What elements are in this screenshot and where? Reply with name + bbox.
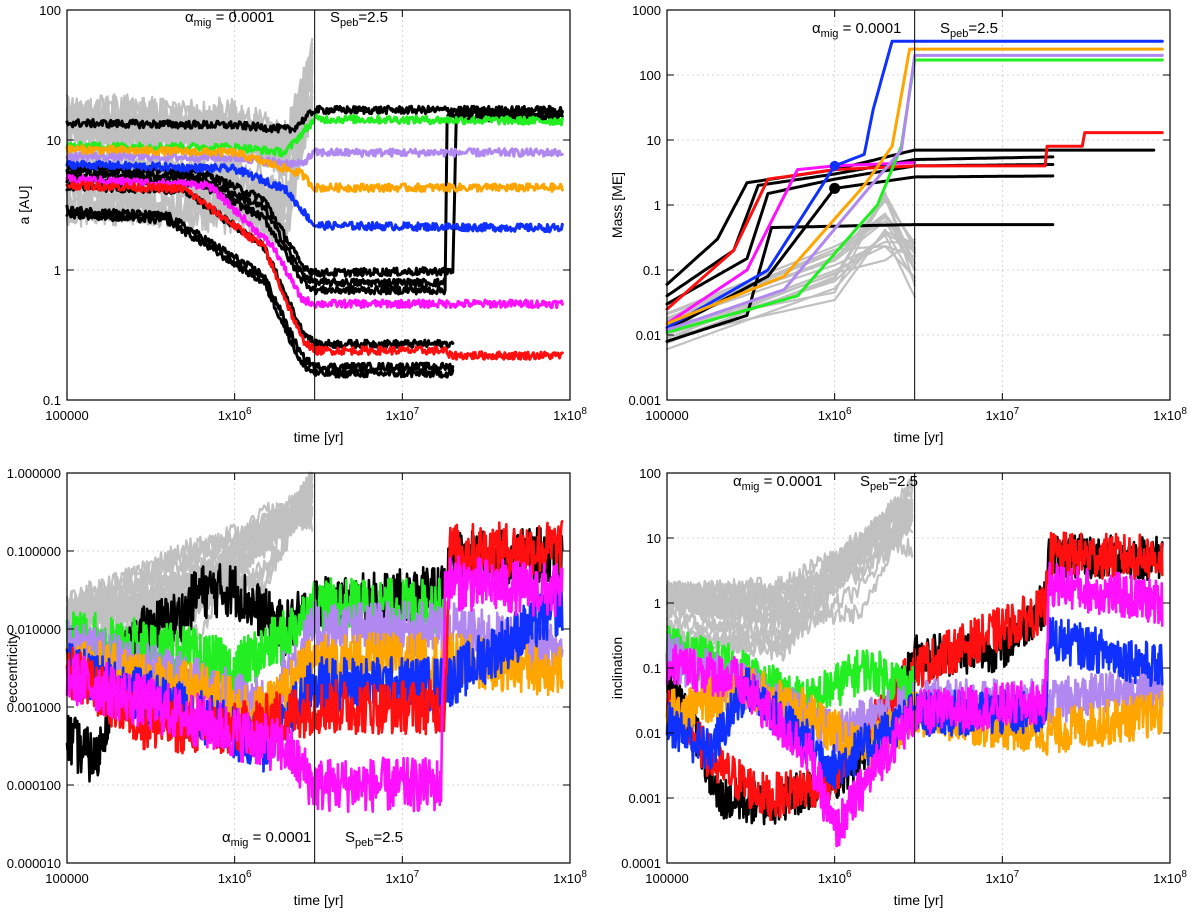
- gray-series-line: [65, 46, 314, 176]
- panel-mass-x-ticks: 100000 1x106 1x107 1x108: [645, 10, 1187, 423]
- y-tick-label: 100: [639, 68, 661, 83]
- y-tick-label: 0.01: [636, 726, 661, 741]
- gray-series-line: [665, 518, 914, 629]
- y-tick-label: 0.1: [643, 263, 661, 278]
- series-line-black: [65, 209, 455, 379]
- panel-inclination-speb-annotation: Speb=2.5: [860, 473, 918, 493]
- panel-inclination-xlabel: time [yr]: [894, 892, 944, 908]
- panel-inclination: 0.0001 0.001 0.01 0.1 1 10 100 100000 1x106 1x10…: [609, 466, 1187, 908]
- y-tick-label: 0.000010: [7, 856, 61, 871]
- y-tick-label: 0.010000: [7, 622, 61, 637]
- panel-mass-series: [665, 39, 1164, 343]
- series-line-red: [665, 131, 1164, 311]
- panel-eccentricity-y-ticks: 0.000010 0.000100 0.001000 0.010000 0.100000…: [7, 466, 570, 871]
- x-tick-label: 1x106: [818, 406, 852, 423]
- panel-eccentricity-x-ticks: 100000 1x106 1x107 1x108: [45, 473, 587, 886]
- series-line-black: [665, 148, 1156, 286]
- series-line-orange: [665, 47, 1164, 326]
- x-tick-label: 1x106: [818, 869, 852, 886]
- panel-mass-grid: [667, 10, 1170, 400]
- x-tick-label: 1x107: [985, 406, 1019, 423]
- panel-semimajor-xlabel: time [yr]: [294, 429, 344, 445]
- y-tick-label: 1: [654, 198, 661, 213]
- panel-inclination-ylabel: inclination: [609, 637, 625, 699]
- panel-inclination-gray-background-series: [665, 478, 914, 662]
- panel-eccentricity: 0.000010 0.000100 0.001000 0.010000 0.100000…: [4, 466, 587, 908]
- x-tick-label: 1x106: [218, 406, 252, 423]
- panel-semimajor-x-ticks: 100000 1x106 1x107 1x108: [45, 10, 587, 423]
- panel-semimajor-axis: 0.1 1 10 100 100000 1x106 1x107 1x108 time [yr…: [16, 3, 587, 445]
- x-tick-label: 100000: [45, 408, 88, 423]
- x-tick-label: 100000: [645, 408, 688, 423]
- y-tick-label: 1: [654, 596, 661, 611]
- y-tick-label: 0.001: [628, 393, 661, 408]
- x-tick-label: 1x108: [1153, 869, 1187, 886]
- panel-eccentricity-frame: [66, 472, 571, 864]
- x-tick-label: 100000: [645, 871, 688, 886]
- x-tick-label: 1x108: [1153, 406, 1187, 423]
- panel-semimajor-ylabel: a [AU]: [16, 186, 32, 225]
- panel-eccentricity-ylabel: eccentricity: [4, 633, 20, 703]
- y-tick-label: 0.1: [43, 393, 61, 408]
- series-line-magenta: [665, 161, 917, 326]
- y-tick-label: 1: [54, 263, 61, 278]
- gray-series-line: [665, 487, 914, 604]
- gray-series-line: [65, 489, 314, 613]
- y-tick-label: 0.01: [636, 328, 661, 343]
- y-tick-label: 1000: [632, 3, 661, 18]
- x-tick-label: 100000: [45, 871, 88, 886]
- x-tick-label: 1x106: [218, 869, 252, 886]
- y-tick-label: 0.1: [643, 661, 661, 676]
- panel-mass-xlabel: time [yr]: [894, 429, 944, 445]
- panel-mass-black-marker: [829, 182, 841, 194]
- x-tick-label: 1x107: [985, 869, 1019, 886]
- y-tick-label: 10: [47, 133, 61, 148]
- panel-mass-y-ticks: 0.001 0.01 0.1 1 10 100 1000: [628, 3, 1170, 408]
- panel-eccentricity-speb-annotation: Speb=2.5: [345, 829, 403, 849]
- y-tick-label: 10: [647, 133, 661, 148]
- x-tick-label: 1x108: [553, 869, 587, 886]
- x-tick-label: 1x107: [385, 869, 419, 886]
- x-tick-label: 1x107: [385, 406, 419, 423]
- panel-inclination-y-ticks: 0.0001 0.001 0.01 0.1 1 10 100: [621, 466, 1170, 871]
- panel-eccentricity-xlabel: time [yr]: [294, 892, 344, 908]
- panel-semimajor-frame: [66, 9, 571, 401]
- panel-mass-speb-annotation: Speb=2.5: [940, 20, 998, 40]
- y-tick-label: 1.000000: [7, 466, 61, 481]
- panel-mass-ylabel: Mass [ME]: [609, 172, 625, 238]
- y-tick-label: 0.100000: [7, 544, 61, 559]
- y-tick-label: 100: [39, 3, 61, 18]
- panel-mass-alpha-annotation: αmig = 0.0001: [812, 20, 901, 40]
- x-tick-label: 1x108: [553, 406, 587, 423]
- series-line-black: [665, 174, 1055, 332]
- y-tick-label: 0.000100: [7, 778, 61, 793]
- y-tick-label: 0.001: [628, 791, 661, 806]
- series-line-black: [65, 168, 447, 288]
- panel-semimajor-alpha-annotation: αmig = 0.0001: [185, 9, 274, 29]
- panel-eccentricity-alpha-annotation: αmig = 0.0001: [222, 829, 311, 849]
- y-tick-label: 100: [639, 466, 661, 481]
- gray-series-line: [65, 479, 314, 632]
- panel-mass-blue-marker: [829, 160, 840, 171]
- panel-semimajor-y-ticks: 0.1 1 10 100: [39, 3, 570, 408]
- gray-series-line: [665, 514, 914, 649]
- y-tick-label: 0.0001: [621, 856, 661, 871]
- panel-inclination-x-ticks: 100000 1x106 1x107 1x108: [645, 473, 1187, 886]
- panel-inclination-alpha-annotation: αmig = 0.0001: [733, 473, 822, 493]
- series-line-green: [665, 58, 1164, 334]
- y-tick-label: 0.001000: [7, 700, 61, 715]
- panel-semimajor-speb-annotation: Speb=2.5: [330, 9, 388, 29]
- y-tick-label: 10: [647, 531, 661, 546]
